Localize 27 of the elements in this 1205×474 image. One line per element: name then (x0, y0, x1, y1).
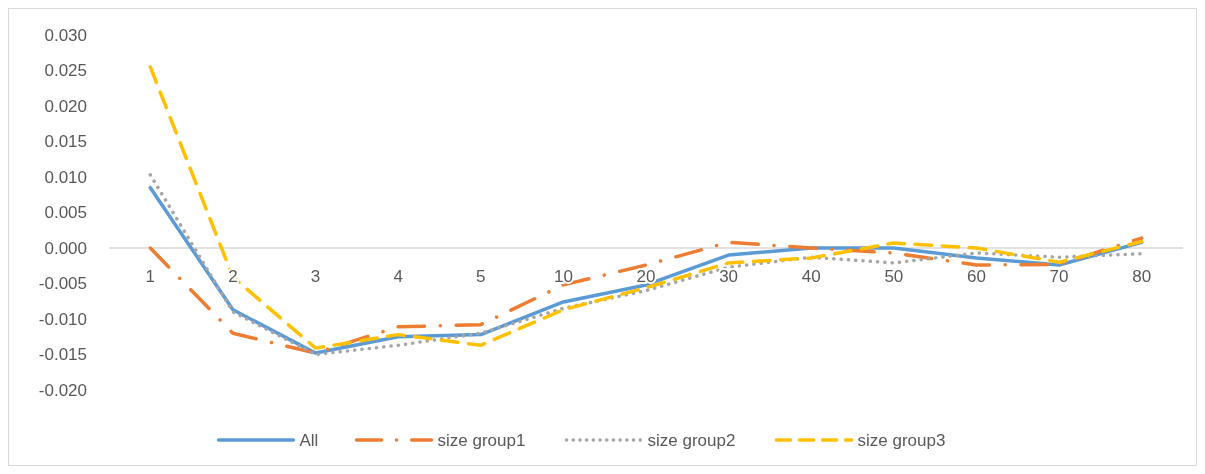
y-tick-label: 0.030 (44, 25, 87, 45)
x-tick-label: 30 (719, 267, 739, 286)
y-tick-label: 0.020 (44, 96, 87, 116)
y-tick-label: 0.010 (44, 167, 87, 187)
x-tick-label: 80 (1132, 267, 1152, 286)
y-tick-label: 0.015 (44, 132, 87, 152)
x-tick-label: 60 (967, 267, 986, 286)
x-tick-label: 4 (393, 267, 403, 286)
x-tick-label: 50 (884, 267, 904, 286)
x-tick-label: 20 (636, 267, 656, 286)
y-tick-label: 0.005 (44, 203, 87, 223)
x-tick-label: 5 (476, 267, 486, 286)
y-tick-label: 0.025 (44, 61, 87, 81)
legend-label: All (299, 430, 319, 450)
y-tick-label: -0.005 (38, 274, 87, 294)
y-tick-label: -0.010 (38, 309, 87, 329)
legend-label: size group3 (857, 430, 946, 450)
x-tick-label: 40 (801, 267, 821, 286)
x-tick-label: 10 (553, 267, 573, 286)
legend-label: size group1 (437, 430, 526, 450)
y-tick-label: 0.000 (44, 238, 87, 258)
y-tick-label: -0.020 (38, 380, 87, 400)
x-tick-label: 70 (1049, 267, 1069, 286)
x-tick-label: 1 (145, 267, 156, 286)
y-tick-label: -0.015 (38, 345, 87, 365)
legend-label: size group2 (647, 430, 736, 450)
x-tick-label: 3 (310, 267, 321, 286)
